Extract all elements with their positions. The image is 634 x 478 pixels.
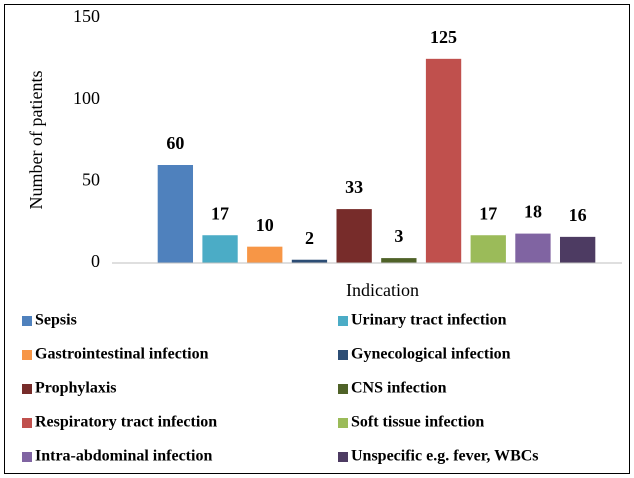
legend-swatch — [338, 316, 348, 326]
data-label: 10 — [256, 215, 274, 235]
legend-label: CNS infection — [351, 380, 447, 397]
data-label: 2 — [305, 228, 314, 248]
legend-label: Soft tissue infection — [351, 414, 484, 431]
y-tick-label: 100 — [73, 88, 100, 108]
legend-label: Gynecological infection — [351, 346, 511, 363]
bar — [202, 235, 238, 263]
legend-swatch — [338, 384, 348, 394]
legend-swatch — [22, 384, 32, 394]
legend-swatch — [22, 316, 32, 326]
y-tick-label: 150 — [73, 6, 100, 26]
legend-label: Respiratory tract infection — [35, 414, 217, 431]
legend-label: Intra-abdominal infection — [35, 448, 212, 465]
data-label: 125 — [430, 27, 457, 47]
x-tick-label: Indication — [346, 280, 419, 300]
legend-label: Gastrointestinal infection — [35, 346, 209, 363]
legend-label: Sepsis — [35, 312, 77, 329]
legend-swatch — [22, 418, 32, 428]
data-label: 17 — [479, 203, 497, 223]
legend-label: Urinary tract infection — [351, 312, 507, 329]
data-label: 17 — [211, 203, 229, 223]
data-label: 3 — [394, 226, 403, 246]
data-label: 33 — [345, 177, 363, 197]
legend-swatch — [338, 452, 348, 462]
y-tick-label: 50 — [82, 169, 100, 189]
y-axis-title: Number of patients — [26, 71, 46, 210]
bar — [381, 258, 417, 263]
data-label: 18 — [524, 202, 542, 222]
bar — [247, 246, 283, 263]
data-label: 16 — [569, 205, 587, 225]
legend-swatch — [22, 350, 32, 360]
legend-swatch — [338, 350, 348, 360]
bar — [515, 233, 551, 263]
bar — [291, 259, 328, 263]
bar — [157, 165, 194, 263]
y-tick-label: 0 — [91, 251, 100, 271]
legend-swatch — [22, 452, 32, 462]
bar — [336, 209, 372, 263]
legend-label: Unspecific e.g. fever, WBCs — [351, 448, 539, 465]
legend-swatch — [338, 418, 348, 428]
bar — [425, 58, 462, 264]
data-label: 60 — [166, 133, 184, 153]
bar — [470, 235, 506, 263]
bar — [559, 236, 596, 263]
legend-label: Prophylaxis — [35, 380, 117, 397]
